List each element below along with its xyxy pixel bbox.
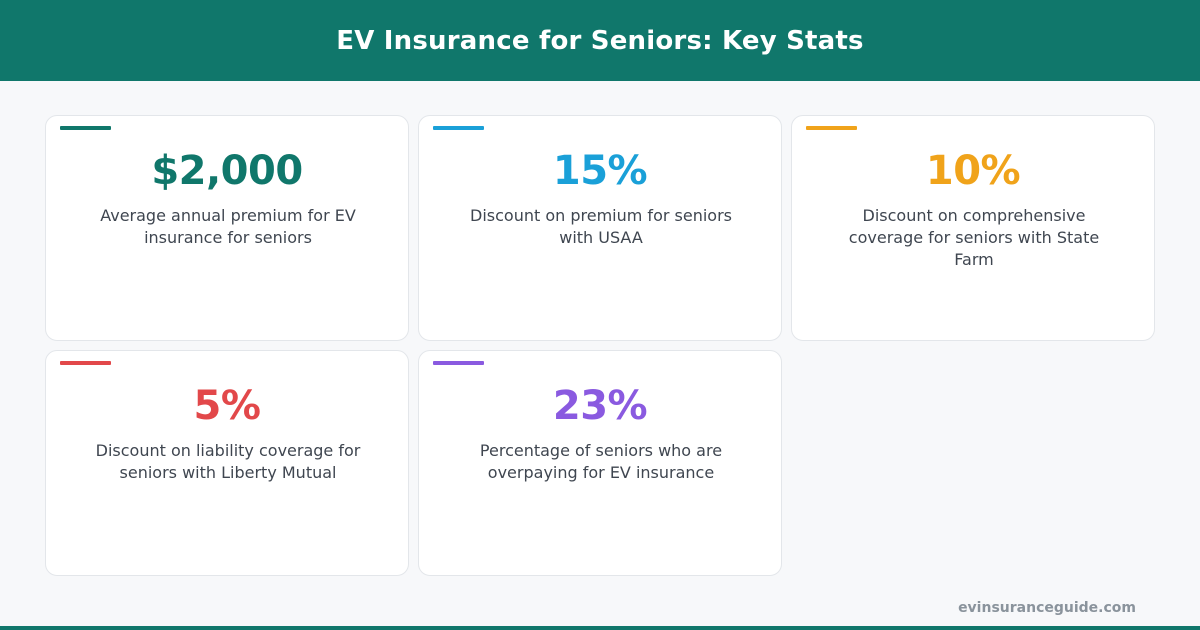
page-title: EV Insurance for Seniors: Key Stats: [336, 25, 864, 56]
stat-description: Discount on premium for seniors with USA…: [470, 206, 732, 247]
stat-card-overpaying-seniors: 23% Percentage of seniors who are overpa…: [418, 350, 782, 576]
card-accent-bar: [806, 126, 857, 130]
card-accent-bar: [433, 361, 484, 365]
stat-description: Percentage of seniors who are overpaying…: [479, 441, 723, 482]
stat-card-state-farm-discount: 10% Discount on comprehensive coverage f…: [791, 115, 1155, 341]
stat-description: Discount on comprehensive coverage for s…: [848, 206, 1100, 269]
header-banner: EV Insurance for Seniors: Key Stats: [0, 0, 1200, 81]
card-accent-bar: [60, 126, 111, 130]
stat-value: $2,000: [151, 148, 303, 194]
card-accent-bar: [60, 361, 111, 365]
stat-value: 10%: [925, 148, 1021, 194]
stat-card-average-premium: $2,000 Average annual premium for EV ins…: [45, 115, 409, 341]
stat-description: Average annual premium for EV insurance …: [100, 206, 356, 247]
stat-card-usaa-discount: 15% Discount on premium for seniors with…: [418, 115, 782, 341]
stat-description: Discount on liability coverage for senio…: [95, 441, 361, 482]
bottom-accent-bar: [0, 626, 1200, 630]
stat-card-liberty-mutual-discount: 5% Discount on liability coverage for se…: [45, 350, 409, 576]
site-url: evinsuranceguide.com: [958, 600, 1136, 616]
card-accent-bar: [433, 126, 484, 130]
stat-value: 5%: [193, 383, 261, 429]
stat-value: 15%: [552, 148, 648, 194]
stat-value: 23%: [552, 383, 648, 429]
